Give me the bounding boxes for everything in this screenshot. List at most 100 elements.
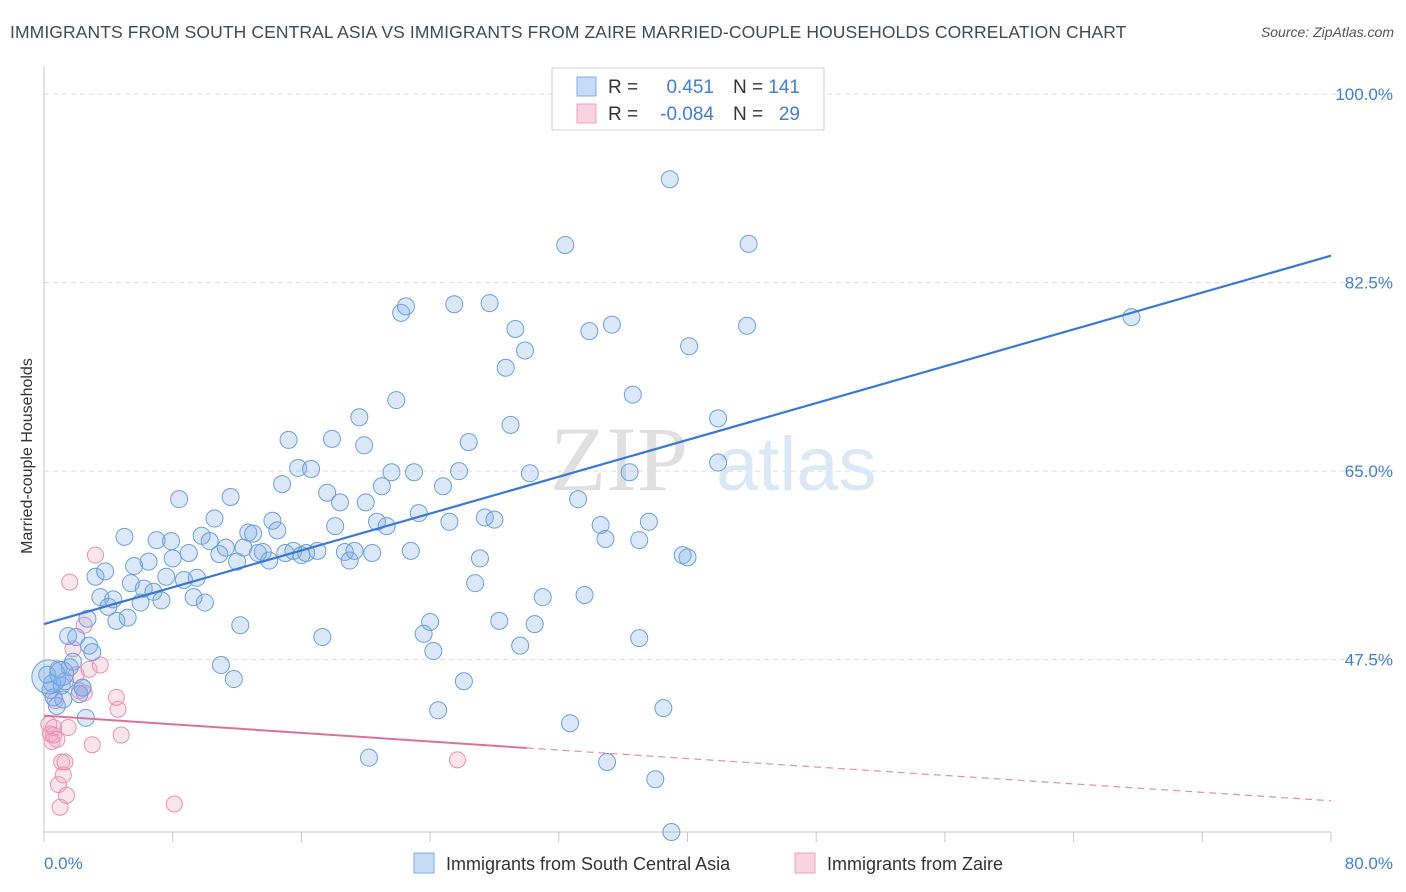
legend-n-label-2: N =: [733, 104, 763, 125]
x-tick-label-1: 80.0%: [1345, 854, 1393, 873]
point-sca-24: [107, 611, 126, 630]
point-sca-114: [520, 464, 539, 483]
bottom-legend: Immigrants from South Central Asia Immig…: [413, 852, 1003, 874]
point-zaire-25: [112, 726, 130, 744]
point-sca-84: [372, 477, 391, 496]
point-sca-116: [533, 588, 552, 607]
point-sca-113: [516, 341, 535, 360]
legend-r-value-2: -0.084: [660, 104, 714, 125]
point-sca-47: [210, 545, 229, 564]
point-sca-143: [73, 678, 92, 697]
point-sca-36: [162, 532, 181, 551]
point-sca-131: [654, 699, 673, 718]
point-sca-126: [620, 463, 639, 482]
bottom-legend-label-blue: Immigrants from South Central Asia: [446, 854, 731, 874]
source-label: Source: ZipAtlas.com: [1260, 24, 1394, 40]
legend-n-label-1: N =: [733, 77, 763, 98]
point-sca-40: [179, 544, 198, 563]
point-sca-79: [350, 408, 369, 427]
point-sca-31: [139, 552, 158, 571]
legend-r-label-2: R =: [608, 104, 638, 125]
bottom-legend-label-pink: Immigrants from Zaire: [827, 854, 1003, 874]
point-sca-46: [205, 509, 224, 528]
legend-swatch-blue: [576, 76, 597, 97]
point-sca-127: [623, 385, 642, 404]
point-sca-53: [231, 616, 250, 635]
point-sca-119: [569, 490, 588, 509]
point-sca-95: [424, 642, 443, 661]
point-sca-137: [680, 337, 699, 356]
point-sca-37: [163, 549, 182, 568]
axes: [43, 66, 1332, 842]
point-sca-132: [646, 770, 665, 789]
trend-line-zaire-extension: [526, 747, 1332, 802]
point-sca-56: [244, 524, 263, 543]
point-sca-62: [273, 475, 292, 494]
bottom-legend-swatch-blue: [413, 852, 435, 874]
point-sca-77: [340, 551, 359, 570]
point-sca-107: [485, 510, 504, 529]
point-sca-25: [115, 527, 134, 546]
point-sca-19: [86, 567, 105, 586]
point-sca-64: [279, 430, 298, 449]
point-sca-12: [67, 628, 86, 647]
point-sca-45: [200, 532, 219, 551]
point-sca-144: [359, 748, 378, 767]
point-sca-102: [459, 433, 478, 452]
point-sca-122: [591, 516, 610, 535]
chart-title: IMMIGRANTS FROM SOUTH CENTRAL ASIA VS IM…: [10, 22, 1127, 42]
point-sca-49: [216, 538, 235, 557]
point-sca-69: [302, 460, 321, 479]
point-sca-7: [54, 690, 73, 709]
point-sca-141: [739, 234, 758, 253]
point-zaire-10: [54, 766, 72, 784]
point-sca-89: [396, 297, 415, 316]
point-sca-140: [738, 316, 757, 335]
point-sca-120: [575, 586, 594, 605]
point-sca-129: [630, 531, 649, 550]
legend-n-value-1: 141: [768, 77, 800, 98]
point-sca-30: [134, 579, 153, 598]
point-sca-21: [96, 562, 115, 581]
legend-swatch-pink: [576, 103, 597, 124]
point-sca-cluster-0: [31, 659, 67, 695]
point-sca-110: [501, 415, 520, 434]
point-sca-38: [170, 490, 189, 509]
point-sca-117: [556, 235, 575, 254]
point-sca-35: [157, 567, 176, 586]
point-sca-123: [596, 530, 615, 549]
legend-n-value-2: 29: [779, 104, 800, 125]
point-sca-33: [147, 531, 166, 550]
legend-box: [551, 67, 825, 131]
point-zaire-21: [83, 736, 101, 754]
y-tick-label-3: 100.0%: [1335, 85, 1393, 104]
point-sca-28: [125, 556, 144, 575]
legend-r-value-1: 0.451: [666, 77, 714, 98]
point-zaire-6: [48, 730, 66, 748]
point-sca-66: [289, 458, 308, 477]
point-sca-50: [221, 488, 240, 507]
watermark-atlas: atlas: [716, 422, 877, 507]
point-sca-41: [184, 588, 203, 607]
point-zaire-20: [80, 660, 98, 678]
point-sca-109: [496, 358, 515, 377]
point-sca-18: [83, 643, 102, 662]
point-sca-74: [326, 517, 345, 536]
point-sca-134: [662, 823, 681, 841]
point-sca-128: [630, 629, 649, 648]
point-sca-34: [152, 591, 171, 610]
trend-lines: [43, 254, 1332, 802]
point-sca-136: [678, 548, 697, 567]
point-zaire-12: [58, 786, 76, 804]
trend-line-zaire: [43, 714, 527, 749]
point-sca-75: [331, 493, 350, 512]
point-zaire-27: [448, 751, 466, 769]
point-sca-115: [525, 615, 544, 634]
point-sca-112: [511, 636, 530, 655]
point-sca-82: [363, 544, 382, 563]
point-sca-98: [440, 512, 459, 531]
point-sca-118: [561, 714, 580, 733]
point-zaire-11: [56, 753, 74, 771]
point-sca-97: [433, 477, 452, 496]
